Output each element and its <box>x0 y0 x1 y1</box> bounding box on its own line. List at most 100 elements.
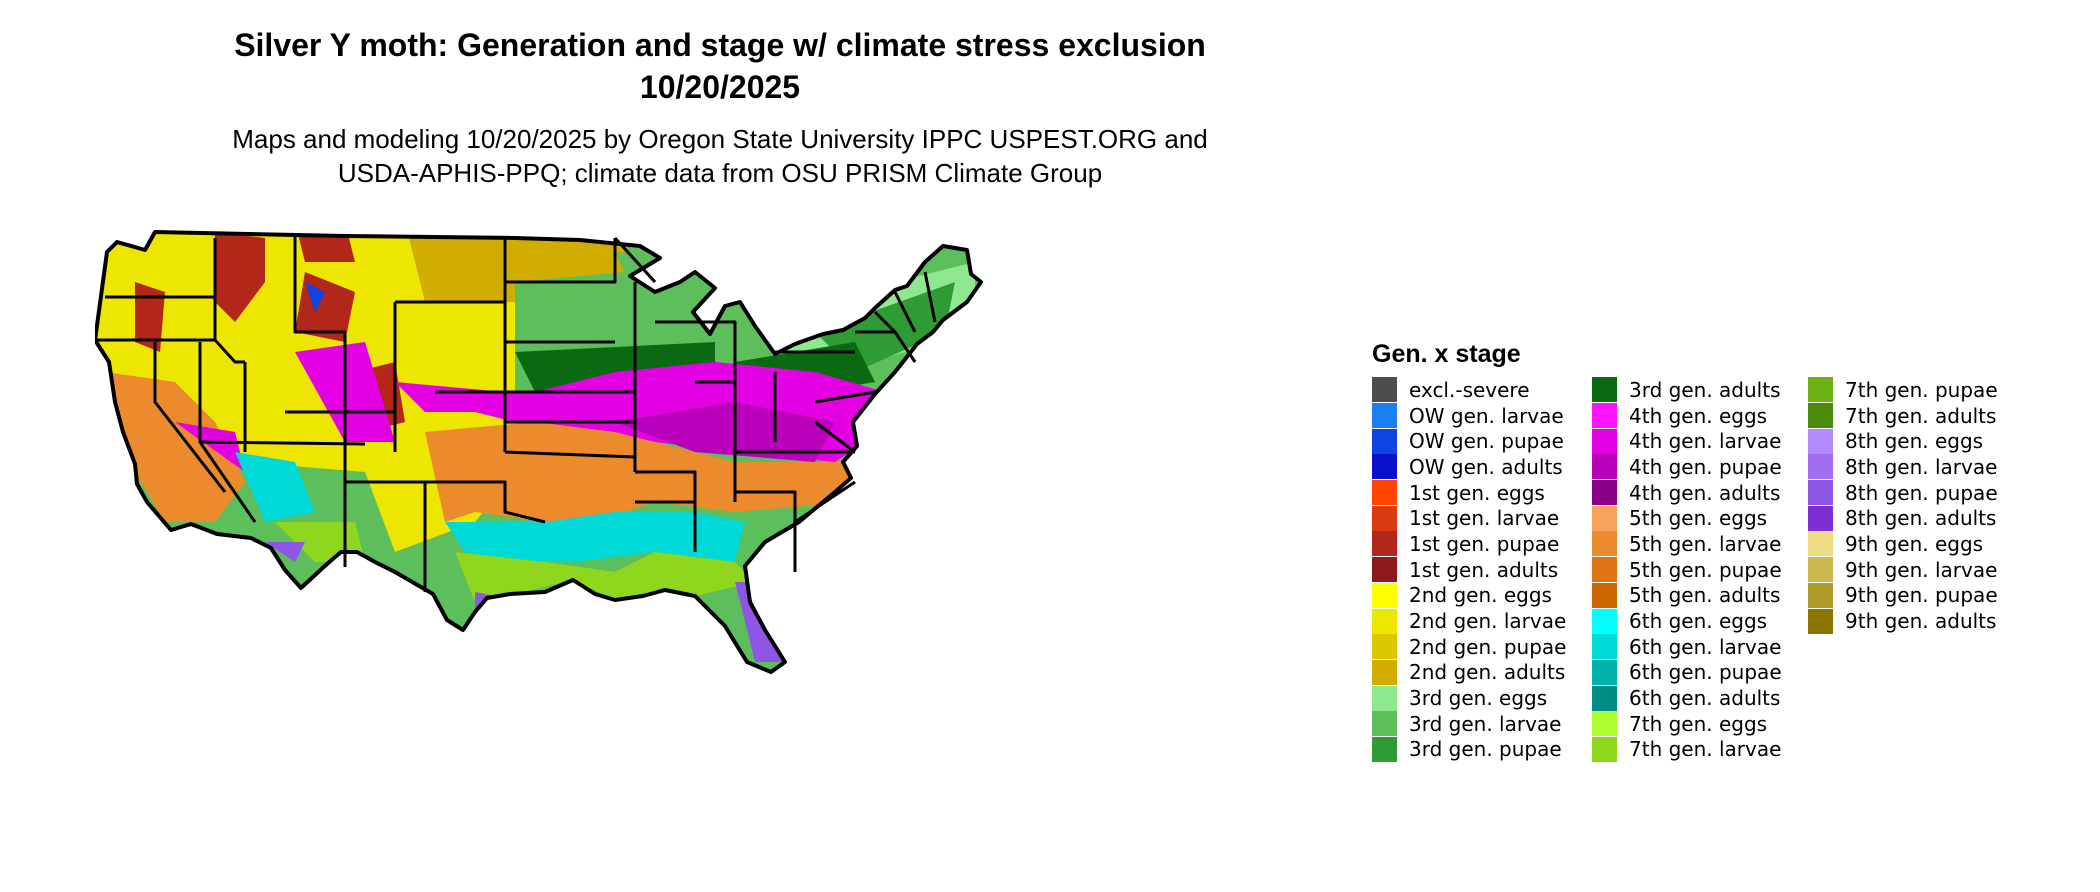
legend-swatch <box>1372 403 1397 429</box>
legend-label: OW gen. larvae <box>1409 403 1564 428</box>
legend-item: 3rd gen. eggs <box>1372 685 1592 711</box>
legend-swatch <box>1372 480 1397 506</box>
legend-label: 1st gen. larvae <box>1409 506 1560 531</box>
legend-item: 8th gen. adults <box>1808 505 2008 531</box>
legend-label: 7th gen. adults <box>1845 403 1997 428</box>
legend-swatch <box>1592 531 1617 557</box>
legend-swatch <box>1372 531 1397 557</box>
legend-label: 3rd gen. pupae <box>1409 737 1562 762</box>
legend-item: 2nd gen. adults <box>1372 659 1592 686</box>
legend-item: 8th gen. larvae <box>1808 454 2008 480</box>
legend-label: 4th gen. adults <box>1629 480 1781 505</box>
map-title: Silver Y moth: Generation and stage w/ c… <box>0 24 1440 108</box>
legend-item: OW gen. larvae <box>1372 403 1592 429</box>
legend-label: 4th gen. eggs <box>1629 403 1768 428</box>
legend-label: 3rd gen. adults <box>1629 377 1781 402</box>
legend-swatch <box>1808 480 1833 506</box>
legend-label: 2nd gen. pupae <box>1409 634 1567 659</box>
legend-item: 4th gen. adults <box>1592 480 1808 506</box>
legend-label: 2nd gen. larvae <box>1409 609 1567 634</box>
legend-swatch <box>1808 403 1833 429</box>
legend-swatch <box>1808 531 1833 557</box>
legend-item: 1st gen. adults <box>1372 557 1592 583</box>
legend-item: 1st gen. larvae <box>1372 505 1592 531</box>
map-subtitle: Maps and modeling 10/20/2025 by Oregon S… <box>0 122 1440 190</box>
map-subtitle-line-1: Maps and modeling 10/20/2025 by Oregon S… <box>232 124 1208 154</box>
legend-swatch <box>1808 454 1833 480</box>
legend-swatch <box>1372 428 1397 454</box>
legend-label: OW gen. pupae <box>1409 429 1564 454</box>
legend-item: 5th gen. pupae <box>1592 557 1808 583</box>
legend-swatch <box>1808 557 1833 583</box>
legend-item: 2nd gen. larvae <box>1372 608 1592 634</box>
legend-item: 9th gen. eggs <box>1808 531 2008 557</box>
legend-label: 3rd gen. eggs <box>1409 686 1548 711</box>
legend-swatch <box>1372 685 1397 711</box>
legend-item: 8th gen. pupae <box>1808 480 2008 506</box>
legend-item: 7th gen. pupae <box>1808 377 2008 403</box>
legend-item: 7th gen. eggs <box>1592 711 1808 737</box>
legend-swatch <box>1592 505 1617 531</box>
legend-swatch <box>1592 634 1617 660</box>
legend-item: OW gen. adults <box>1372 454 1592 480</box>
legend-label: 1st gen. adults <box>1409 557 1559 582</box>
legend-item: OW gen. pupae <box>1372 428 1592 454</box>
legend-item: 6th gen. pupae <box>1592 659 1808 686</box>
legend-swatch <box>1592 480 1617 506</box>
legend-label: 9th gen. larvae <box>1845 557 1998 582</box>
legend-swatch <box>1372 711 1397 737</box>
legend-swatch <box>1372 582 1397 608</box>
legend-item: 5th gen. adults <box>1592 582 1808 609</box>
legend-label: 9th gen. eggs <box>1845 531 1984 556</box>
legend-item: excl.-severe <box>1372 377 1592 403</box>
legend-swatch <box>1592 711 1617 737</box>
legend-item: 9th gen. larvae <box>1808 557 2008 583</box>
legend-label: 5th gen. eggs <box>1629 506 1768 531</box>
legend-swatch <box>1592 377 1617 403</box>
legend-label: 7th gen. eggs <box>1629 711 1768 736</box>
legend-swatch <box>1808 505 1833 531</box>
legend-label: OW gen. adults <box>1409 454 1563 479</box>
legend-label: 9th gen. pupae <box>1845 583 1998 608</box>
legend-item: 6th gen. larvae <box>1592 634 1808 660</box>
legend-title: Gen. x stage <box>1372 340 1521 368</box>
state-boundaries <box>95 236 937 592</box>
legend-label: 5th gen. adults <box>1629 583 1781 608</box>
legend-label: 6th gen. eggs <box>1629 609 1768 634</box>
legend-label: 8th gen. eggs <box>1845 429 1984 454</box>
legend-swatch <box>1372 557 1397 583</box>
legend-swatch <box>1592 685 1617 711</box>
legend-swatch <box>1808 582 1833 608</box>
legend-swatch <box>1592 557 1617 583</box>
legend-swatch <box>1372 454 1397 480</box>
us-outline <box>95 230 983 674</box>
legend-item: 9th gen. pupae <box>1808 582 2008 609</box>
legend-label: 3rd gen. larvae <box>1409 711 1562 736</box>
legend-label: 1st gen. eggs <box>1409 480 1545 505</box>
legend-label: 8th gen. adults <box>1845 506 1997 531</box>
legend-label: 6th gen. adults <box>1629 686 1781 711</box>
legend-swatch <box>1372 736 1397 762</box>
map-subtitle-line-2: USDA-APHIS-PPQ; climate data from OSU PR… <box>337 158 1103 188</box>
legend-item: 2nd gen. pupae <box>1372 634 1592 660</box>
legend-item: 3rd gen. larvae <box>1372 711 1592 737</box>
legend-label: excl.-severe <box>1409 377 1530 402</box>
legend-swatch <box>1592 582 1617 608</box>
legend-item: 2nd gen. eggs <box>1372 582 1592 609</box>
legend-item: 1st gen. eggs <box>1372 480 1592 506</box>
legend-item: 3rd gen. pupae <box>1372 736 1592 763</box>
legend-swatch <box>1808 377 1833 403</box>
legend-item: 6th gen. adults <box>1592 685 1808 711</box>
legend-swatch <box>1372 608 1397 634</box>
legend-label: 9th gen. adults <box>1845 609 1997 634</box>
legend-swatch <box>1372 377 1397 403</box>
legend-item: 1st gen. pupae <box>1372 531 1592 557</box>
legend-label: 5th gen. pupae <box>1629 557 1782 582</box>
legend-label: 7th gen. pupae <box>1845 377 1998 402</box>
legend-label: 2nd gen. eggs <box>1409 583 1552 608</box>
legend-swatch <box>1592 403 1617 429</box>
legend-label: 1st gen. pupae <box>1409 531 1560 556</box>
legend-item: 5th gen. eggs <box>1592 505 1808 531</box>
legend-swatch <box>1372 505 1397 531</box>
legend-item: 4th gen. eggs <box>1592 403 1808 429</box>
